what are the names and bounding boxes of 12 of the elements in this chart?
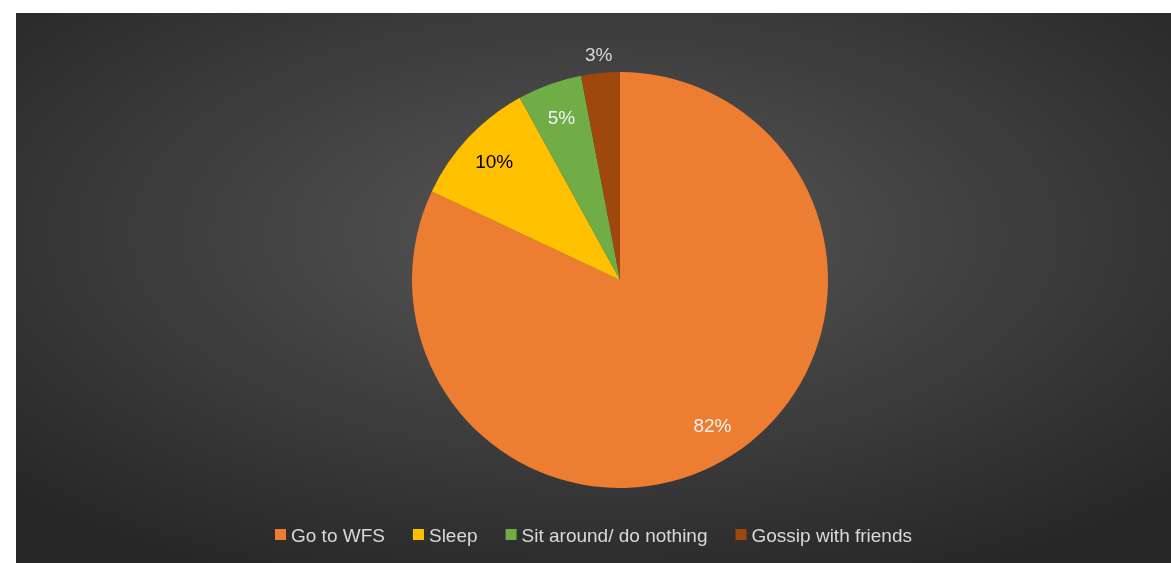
pie-slice <box>412 72 828 488</box>
legend-label: Go to WFS <box>290 524 385 546</box>
data-label: 3% <box>584 43 613 65</box>
legend-label: Sleep <box>428 524 478 546</box>
legend-label: Gossip with friends <box>751 524 913 546</box>
pie-slice <box>581 72 620 280</box>
legend-label: Sit around/ do nothing <box>521 524 708 546</box>
data-label: 5% <box>547 107 576 129</box>
data-label: 82% <box>693 415 732 437</box>
data-label: 10% <box>475 151 514 173</box>
pie-slice <box>431 97 620 280</box>
pie-slice <box>519 75 620 280</box>
